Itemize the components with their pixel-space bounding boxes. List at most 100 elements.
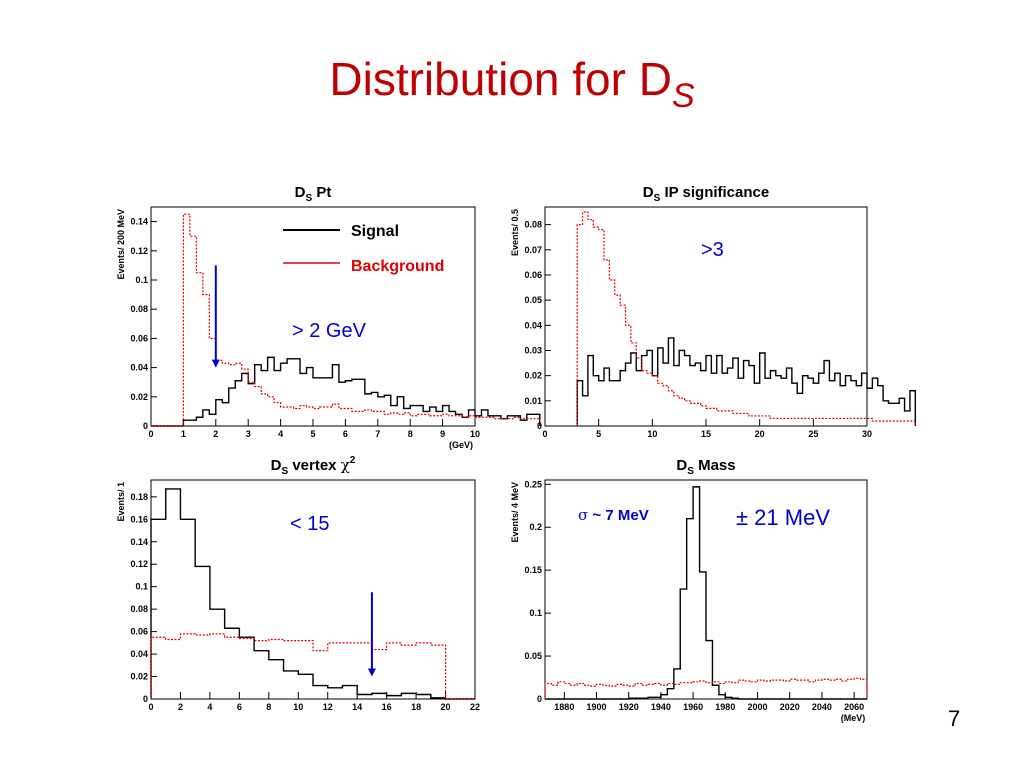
y-tick-label: 0.06 [524,270,542,280]
x-tick-label: 5 [596,429,601,439]
y-axis-label: Events/ 0.5 [510,209,520,256]
x-tick-label: 8 [266,702,271,712]
mass-resolution-text: ~ 7 MeV [588,507,648,524]
y-tick-label: 0.02 [130,392,148,402]
chart-title-main: D [271,457,282,474]
x-tick-label: 0 [148,702,153,712]
mass-resolution-annotation: σ ~ 7 MeV [578,506,649,524]
chart-title: DS Pt [295,184,332,204]
x-tick-label: 16 [382,702,392,712]
x-tick-label: 1920 [619,702,639,712]
ip-cut-annotation: >3 [701,239,724,261]
x-tick-label: 4 [207,702,212,712]
y-tick-label: 0.14 [130,537,148,547]
chart-title-subscript: S [654,193,661,204]
y-tick-label: 0.1 [135,582,148,592]
legend: Signal Background [283,223,444,275]
chart-title-main: D [676,457,687,474]
x-tick-label: 8 [408,429,413,439]
chart-title-rest: Pt [312,184,331,201]
y-tick-label: 0.2 [529,522,542,532]
signal-histogram [576,337,916,426]
x-tick-label: 1940 [651,702,671,712]
y-tick-label: 0 [537,421,542,431]
background-histogram [150,633,475,700]
cut-arrow-head [211,359,220,368]
x-tick-label: 1 [181,429,186,439]
chart-title-subscript: S [281,466,288,477]
signal-histogram [545,486,867,700]
x-axis-label: (MeV) [841,713,866,723]
x-tick-label: 22 [470,702,480,712]
plot-frame [544,479,868,700]
y-axis-label: Events/ 200 MeV [116,209,126,280]
y-tick-label: 0.15 [524,565,542,575]
y-tick-label: 0.12 [130,246,148,256]
slide-title-main: Distribution for D [329,53,672,105]
slide-title: Distribution for DS [0,52,1024,115]
chart-panel-2: DS IP significance 0 0.01 0.02 0.03 0.04 0.05 0… [510,184,916,439]
background-histogram [151,213,541,427]
y-tick-label: 0.04 [130,363,148,373]
chart-title-symbol: χ [341,456,350,474]
cut-arrow-head [367,668,376,677]
y-tick-label: 0.12 [130,559,148,569]
y-tick-label: 0 [143,694,148,704]
x-tick-label: 14 [352,702,362,712]
x-tick-label: 0 [542,429,547,439]
plot-frame [150,206,476,427]
y-tick-label: 0.04 [130,649,148,659]
mass-window-annotation: ± 21 MeV [736,505,830,530]
chart-panel-1: DS Pt 0 0.02 0.04 0.06 0.08 0.1 0.12 0.14 0 1 2 3 4 5 6… [116,184,541,450]
x-tick-label: 1880 [554,702,574,712]
y-tick-label: 0.05 [524,651,542,661]
x-tick-label: 0 [148,429,153,439]
x-tick-label: 6 [343,429,348,439]
y-tick-label: 0.18 [130,492,148,502]
pt-cut-annotation: > 2 GeV [292,320,367,342]
x-tick-label: 25 [808,429,818,439]
x-tick-label: 9 [440,429,445,439]
chart-panel-3: DS vertex χ200.020.040.060.080.10.120.14… [116,455,480,712]
x-tick-label: 10 [293,702,303,712]
x-tick-label: 7 [375,429,380,439]
x-tick-label: 1960 [683,702,703,712]
vertex-cut-annotation: < 15 [290,513,329,535]
chart-title-rest: vertex [288,457,341,474]
y-tick-label: 0.03 [524,345,542,355]
y-tick-label: 0.06 [130,627,148,637]
x-tick-label: 2000 [748,702,768,712]
x-axis-label: (GeV) [449,440,473,450]
x-tick-label: 10 [470,429,480,439]
background-histogram [544,677,868,699]
chart-title-main: D [295,184,306,201]
chart-title: DS Mass [676,457,735,477]
y-axis-label: Events/ 1 [116,482,126,522]
y-tick-label: 0.08 [130,304,148,314]
page-number: 7 [948,706,961,731]
chart-title-main: D [643,184,654,201]
x-tick-label: 15 [701,429,711,439]
y-tick-label: 0.1 [529,608,542,618]
sigma-symbol: σ [578,506,588,524]
x-tick-label: 30 [862,429,872,439]
y-tick-label: 0.14 [130,217,148,227]
y-tick-label: 0.02 [524,371,542,381]
y-tick-label: 0.06 [130,333,148,343]
slide-title-subscript: S [671,77,695,115]
chart-title-rest: IP significance [660,184,769,201]
x-tick-label: 5 [310,429,315,439]
y-tick-label: 0.05 [524,295,542,305]
x-tick-label: 2020 [780,702,800,712]
y-tick-label: 0 [143,421,148,431]
y-tick-label: 0.01 [524,396,542,406]
chart-title: DS vertex χ2 [271,455,356,477]
chart-title-superscript: 2 [350,455,356,466]
y-tick-label: 0.08 [524,220,542,230]
y-tick-label: 0.1 [135,275,148,285]
chart-title-subscript: S [687,466,694,477]
y-tick-label: 0.02 [130,672,148,682]
y-tick-label: 0.25 [524,479,542,489]
legend-signal-label: Signal [351,223,399,240]
x-tick-label: 2060 [844,702,864,712]
